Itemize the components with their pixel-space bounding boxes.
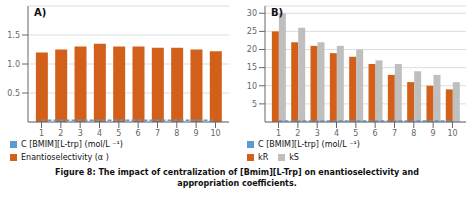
svg-text:8: 8 <box>411 129 416 138</box>
svg-text:15: 15 <box>247 63 257 72</box>
svg-text:25: 25 <box>247 27 257 36</box>
svg-text:4: 4 <box>334 129 339 138</box>
svg-text:5: 5 <box>116 129 121 138</box>
svg-text:1: 1 <box>39 129 44 138</box>
svg-text:1.0: 1.0 <box>8 60 20 69</box>
html-text:kR: kR <box>258 153 269 162</box>
svg-text:4: 4 <box>97 129 102 138</box>
svg-text:6: 6 <box>373 129 378 138</box>
svg-text:5: 5 <box>252 100 257 109</box>
svg-text:6: 6 <box>136 129 141 138</box>
svg-text:20: 20 <box>247 45 257 54</box>
html-text:A): A) <box>34 7 47 18</box>
svg-text:10: 10 <box>447 129 457 138</box>
svg-text:10: 10 <box>247 82 257 91</box>
svg-text:5: 5 <box>353 129 358 138</box>
html-text:kS: kS <box>289 153 299 162</box>
svg-text:9: 9 <box>431 129 436 138</box>
html-text:B): B) <box>271 7 284 18</box>
svg-text:2: 2 <box>58 129 63 138</box>
html-text:C [BMIM][L-trp] (mol/L ⁻¹): C [BMIM][L-trp] (mol/L ⁻¹) <box>258 140 360 149</box>
svg-text:0.5: 0.5 <box>8 89 20 98</box>
svg-text:8: 8 <box>174 129 179 138</box>
html-text:appropriation coefficients.: appropriation coefficients. <box>177 179 297 188</box>
svg-text:7: 7 <box>392 129 397 138</box>
html-text:Enantioselectivity (α ): Enantioselectivity (α ) <box>21 153 109 162</box>
html-text:C [BMIM][L-trp] (mol/L ⁻¹): C [BMIM][L-trp] (mol/L ⁻¹) <box>21 140 123 149</box>
svg-text:2: 2 <box>295 129 300 138</box>
svg-text:3: 3 <box>78 129 83 138</box>
svg-text:1: 1 <box>276 129 281 138</box>
svg-text:9: 9 <box>194 129 199 138</box>
svg-text:3: 3 <box>315 129 320 138</box>
svg-text:7: 7 <box>155 129 160 138</box>
svg-text:30: 30 <box>247 9 257 18</box>
svg-text:10: 10 <box>210 129 220 138</box>
svg-text:1.5: 1.5 <box>8 31 20 40</box>
html-text:Figure 8: The impact of centra: Figure 8: The impact of centralization o… <box>55 168 419 177</box>
